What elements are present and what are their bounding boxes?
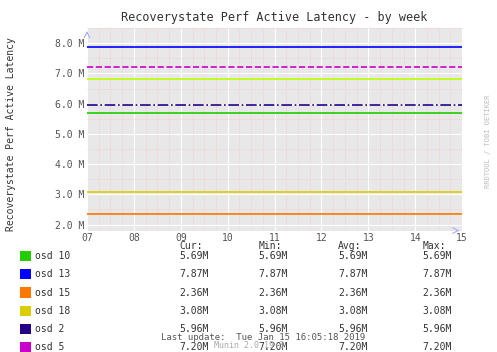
Text: Munin 2.0.19-3: Munin 2.0.19-3 xyxy=(214,341,283,350)
Text: 3.08M: 3.08M xyxy=(258,306,288,316)
Text: 5.69M: 5.69M xyxy=(179,251,208,261)
Text: Avg:: Avg: xyxy=(338,241,361,251)
Text: 5.96M: 5.96M xyxy=(422,324,452,334)
Title: Recoverystate Perf Active Latency - by week: Recoverystate Perf Active Latency - by w… xyxy=(121,11,428,24)
Text: osd 2: osd 2 xyxy=(35,324,64,334)
Text: osd 18: osd 18 xyxy=(35,306,70,316)
Text: 7.20M: 7.20M xyxy=(338,342,367,352)
Text: RRDTOOL / TOBI OETIKER: RRDTOOL / TOBI OETIKER xyxy=(485,94,491,188)
Text: osd 5: osd 5 xyxy=(35,342,64,352)
Text: 7.87M: 7.87M xyxy=(179,269,208,279)
Text: osd 10: osd 10 xyxy=(35,251,70,261)
Text: 7.20M: 7.20M xyxy=(258,342,288,352)
Text: 5.69M: 5.69M xyxy=(422,251,452,261)
Text: osd 15: osd 15 xyxy=(35,288,70,297)
Text: 5.96M: 5.96M xyxy=(338,324,367,334)
Text: 2.36M: 2.36M xyxy=(422,288,452,297)
Text: 3.08M: 3.08M xyxy=(338,306,367,316)
Text: 7.87M: 7.87M xyxy=(258,269,288,279)
Text: 5.69M: 5.69M xyxy=(258,251,288,261)
Text: Recoverystate Perf Active Latency: Recoverystate Perf Active Latency xyxy=(6,37,16,231)
Text: 2.36M: 2.36M xyxy=(258,288,288,297)
Text: Cur:: Cur: xyxy=(179,241,202,251)
Text: 2.36M: 2.36M xyxy=(338,288,367,297)
Text: 3.08M: 3.08M xyxy=(179,306,208,316)
Text: Max:: Max: xyxy=(422,241,446,251)
Text: 2.36M: 2.36M xyxy=(179,288,208,297)
Text: 7.87M: 7.87M xyxy=(422,269,452,279)
Text: 5.96M: 5.96M xyxy=(258,324,288,334)
Text: 5.69M: 5.69M xyxy=(338,251,367,261)
Text: Last update:  Tue Jan 15 16:05:18 2019: Last update: Tue Jan 15 16:05:18 2019 xyxy=(162,333,365,342)
Text: 3.08M: 3.08M xyxy=(422,306,452,316)
Text: 7.87M: 7.87M xyxy=(338,269,367,279)
Text: 5.96M: 5.96M xyxy=(179,324,208,334)
Text: Min:: Min: xyxy=(258,241,282,251)
Text: osd 13: osd 13 xyxy=(35,269,70,279)
Text: 7.20M: 7.20M xyxy=(179,342,208,352)
Text: 7.20M: 7.20M xyxy=(422,342,452,352)
